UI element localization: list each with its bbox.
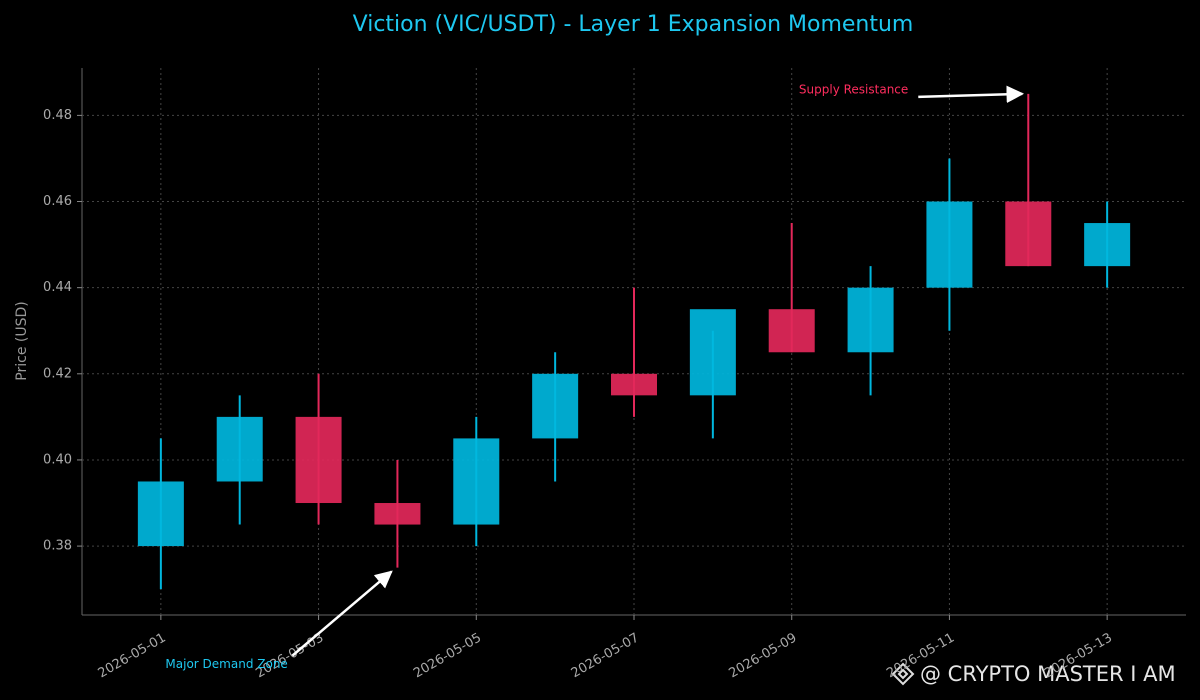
- y-tick-label: 0.38: [43, 539, 72, 554]
- x-tick-label: 2026-05-05: [411, 631, 484, 682]
- watermark-icon: [891, 662, 915, 686]
- y-tick-label: 0.48: [43, 108, 72, 123]
- chart-title: Viction (VIC/USDT) - Layer 1 Expansion M…: [353, 12, 914, 37]
- candle-body: [768, 309, 815, 353]
- candle-body: [1084, 223, 1131, 267]
- candle-body: [611, 373, 657, 396]
- annotation-arrow: [291, 570, 393, 657]
- candle-body: [453, 438, 500, 525]
- x-tick-label: 2026-05-07: [569, 631, 642, 682]
- y-tick-label: 0.42: [43, 366, 72, 381]
- candle-body: [847, 287, 894, 353]
- annotation-text: Supply Resistance: [799, 82, 908, 96]
- candle-body: [926, 201, 973, 288]
- watermark: @ CRYPTO MASTER I AM: [920, 662, 1176, 686]
- y-tick-label: 0.46: [43, 194, 72, 209]
- annotation-arrow: [918, 85, 1025, 104]
- x-tick-label: 2026-05-01: [96, 631, 169, 682]
- candle-body: [374, 503, 421, 525]
- y-tick-label: 0.40: [43, 452, 72, 467]
- candle-body: [137, 481, 184, 547]
- candle-body: [1005, 201, 1052, 267]
- candle-body: [216, 416, 263, 482]
- candle-body: [295, 416, 342, 504]
- x-tick-label: 2026-05-09: [727, 631, 800, 682]
- candle-body: [532, 373, 579, 439]
- annotation-text: Major Demand Zone: [165, 657, 287, 671]
- y-tick-label: 0.44: [43, 280, 72, 295]
- candle-body: [689, 309, 736, 396]
- x-tick-label: 2026-05-03: [253, 631, 326, 682]
- y-axis-label: Price (USD): [14, 301, 30, 380]
